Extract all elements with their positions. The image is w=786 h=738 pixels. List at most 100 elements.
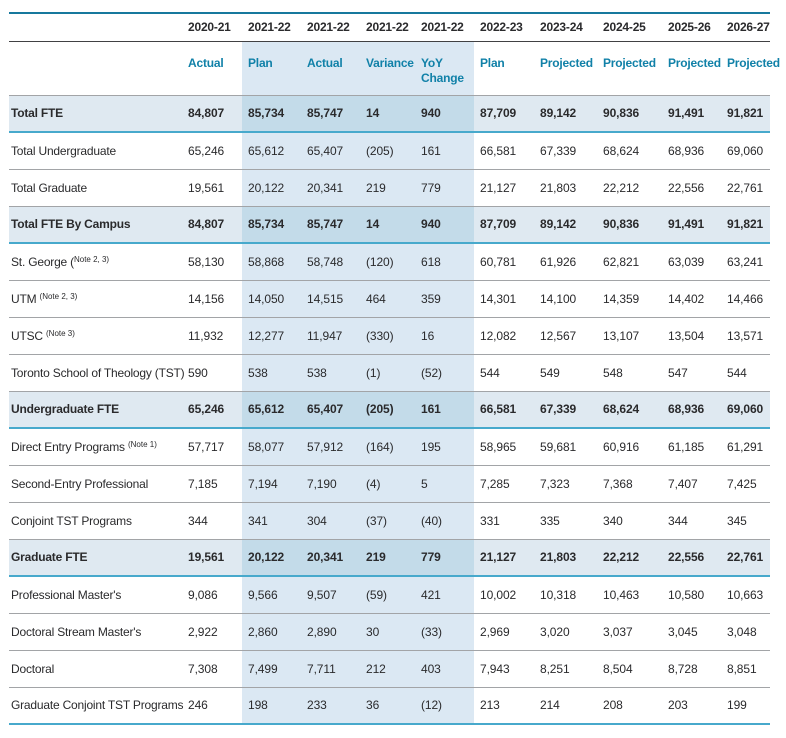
value-cell: (330): [360, 317, 415, 354]
table-row: St. George (Note 2, 3) 58,130 58,868 58,748…: [9, 243, 770, 280]
value-cell: 335: [540, 513, 560, 528]
value-cell: 2,969: [480, 624, 510, 639]
subheader-cell: Actual: [301, 41, 360, 96]
value-cell: (4): [360, 465, 415, 502]
value-cell: (205): [360, 132, 415, 169]
row-label: Graduate FTE: [9, 539, 182, 576]
value-cell: 90,836: [603, 106, 640, 121]
value-cell: 8,251: [540, 661, 570, 676]
year-header-cell: 2020-21: [182, 13, 242, 42]
row-label: Total Graduate: [9, 169, 182, 206]
value-cell: 65,407: [301, 132, 360, 169]
value-cell: 22,761: [727, 550, 764, 565]
value-cell: 9,086: [188, 587, 218, 602]
value-cell: 304: [301, 502, 360, 539]
value-cell: 538: [301, 354, 360, 391]
value-cell: 58,748: [301, 243, 360, 280]
value-cell: 68,624: [603, 402, 640, 417]
row-label-text: Second-Entry Professional: [11, 476, 149, 491]
table-body: Total FTE 84,807 85,734 85,747 14 940 87,709 89…: [9, 95, 770, 724]
value-cell: 87,709: [480, 106, 517, 121]
value-cell: 2,922: [188, 624, 218, 639]
value-cell: 7,308: [188, 661, 218, 676]
value-cell: 14: [360, 206, 415, 243]
table-row: Second-Entry Professional 7,185 7,194 7,190…: [9, 465, 770, 502]
value-cell: 199: [727, 698, 747, 713]
value-cell: 19,561: [188, 550, 225, 565]
year-header-cell: 2023-24: [534, 13, 597, 42]
row-label: Professional Master's: [9, 576, 182, 613]
value-cell: 62,821: [603, 254, 640, 269]
value-cell: 91,491: [668, 217, 705, 232]
value-cell: 590: [188, 365, 208, 380]
value-cell: (37): [360, 502, 415, 539]
row-label-text: Undergraduate FTE: [11, 402, 119, 417]
value-cell: 85,734: [242, 95, 301, 132]
value-cell: 61,291: [727, 439, 764, 454]
fte-enrolment-table: 2020-21 2021-22 2021-22 2021-22 2021-22 2022-…: [9, 12, 780, 725]
value-cell: 19,561: [188, 180, 225, 195]
value-cell: 21,803: [540, 550, 577, 565]
value-cell: 7,499: [242, 650, 301, 687]
value-cell: 91,821: [727, 106, 764, 121]
value-cell: 58,868: [242, 243, 301, 280]
subheader-cell: YoY Change: [415, 41, 474, 96]
row-label: Toronto School of Theology (TST): [9, 354, 185, 391]
value-cell: (33): [415, 613, 474, 650]
value-cell: 3,045: [668, 624, 698, 639]
value-cell: 341: [242, 502, 301, 539]
value-cell: 7,323: [540, 476, 570, 491]
value-cell: 89,142: [540, 217, 577, 232]
value-cell: 14,359: [603, 291, 640, 306]
value-cell: 14,402: [668, 291, 705, 306]
row-label: Undergraduate FTE: [9, 391, 182, 428]
value-cell: 203: [668, 698, 688, 713]
value-cell: 940: [415, 206, 474, 243]
value-cell: 16: [415, 317, 474, 354]
value-cell: 3,048: [727, 624, 757, 639]
subheader-cell: Actual: [182, 41, 242, 96]
value-cell: 21,803: [540, 180, 577, 195]
value-cell: 14,301: [480, 291, 517, 306]
value-cell: 20,122: [242, 169, 301, 206]
value-cell: 779: [415, 169, 474, 206]
subheader-row: Actual Plan Actual Variance YoY Change Plan Pr…: [9, 41, 780, 96]
value-cell: (164): [360, 428, 415, 465]
value-cell: 8,851: [727, 661, 757, 676]
row-label-text: UTM: [11, 291, 40, 306]
row-label-text: Professional Master's: [11, 587, 122, 602]
value-cell: 7,190: [301, 465, 360, 502]
table-row: Total Graduate 19,561 20,122 20,341 219 779 21…: [9, 169, 770, 206]
value-cell: 538: [242, 354, 301, 391]
subheader-cell: Plan: [474, 41, 534, 96]
value-cell: 344: [668, 513, 688, 528]
row-label-text: Graduate Conjoint TST Programs: [11, 698, 184, 713]
subheader-cell: Projected: [534, 41, 597, 96]
value-cell: 58,130: [188, 254, 225, 269]
row-label-text: Total Graduate: [11, 180, 87, 195]
table-row: Toronto School of Theology (TST) 590 538 53…: [9, 354, 770, 391]
value-cell: 14,466: [727, 291, 764, 306]
value-cell: 68,936: [668, 402, 705, 417]
value-cell: 421: [415, 576, 474, 613]
row-label-text: Total Undergraduate: [11, 143, 116, 158]
value-cell: 30: [360, 613, 415, 650]
row-label: Graduate Conjoint TST Programs: [9, 687, 184, 724]
value-cell: 21,127: [480, 550, 517, 565]
value-cell: 84,807: [188, 217, 225, 232]
value-cell: 544: [727, 365, 747, 380]
value-cell: 57,912: [301, 428, 360, 465]
corner-cell: [9, 41, 182, 96]
value-cell: 7,711: [301, 650, 360, 687]
value-cell: 198: [242, 687, 301, 724]
value-cell: 58,077: [242, 428, 301, 465]
value-cell: 359: [415, 280, 474, 317]
row-label-text: Total FTE By Campus: [11, 217, 131, 232]
year-header-cell: 2021-22: [360, 13, 415, 42]
value-cell: 7,425: [727, 476, 757, 491]
value-cell: 63,241: [727, 254, 764, 269]
value-cell: 58,965: [480, 439, 517, 454]
value-cell: 331: [480, 513, 500, 528]
value-cell: 85,734: [242, 206, 301, 243]
